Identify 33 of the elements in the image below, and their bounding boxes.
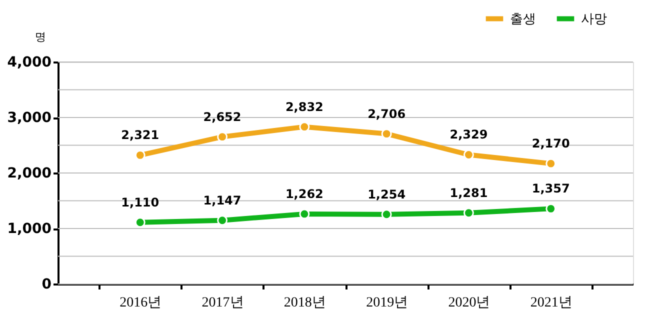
data-label: 1,262 [285,186,324,201]
y-axis-title: 명 [35,32,46,44]
legend-label: 출생 [510,12,536,27]
x-tick-label: 2016년 [120,296,162,310]
data-label: 1,357 [532,182,570,196]
data-label: 1,147 [203,193,242,208]
data-label: 2,706 [368,106,406,121]
data-label: 2,329 [450,128,488,142]
y-tick-label: 0 [42,276,52,292]
data-label: 2,321 [121,128,160,142]
y-tick-label: 2,000 [7,166,52,182]
data-label: 2,832 [285,100,324,114]
point [217,215,228,226]
data-label: 2,652 [203,110,242,124]
x-tick-label: 2020년 [448,296,490,310]
point [299,208,310,220]
point [134,217,146,228]
data-label: 1,281 [450,186,488,200]
x-tick-label: 2021년 [530,296,572,310]
point [463,208,474,218]
data-label: 1,254 [368,187,406,202]
y-tick-label: 3,000 [7,110,52,126]
legend-label: 사망 [581,12,607,27]
x-tick-label: 2019년 [366,296,408,310]
y-tick-label: 1,000 [7,221,52,237]
point [381,209,392,220]
point [463,150,474,160]
x-tick-label: 2017년 [202,296,244,310]
data-label: 1,110 [121,195,160,210]
data-label: 2,170 [532,136,570,151]
x-tick-label: 2018년 [284,296,326,310]
y-tick-label: 4,000 [7,54,52,70]
point [546,158,556,169]
